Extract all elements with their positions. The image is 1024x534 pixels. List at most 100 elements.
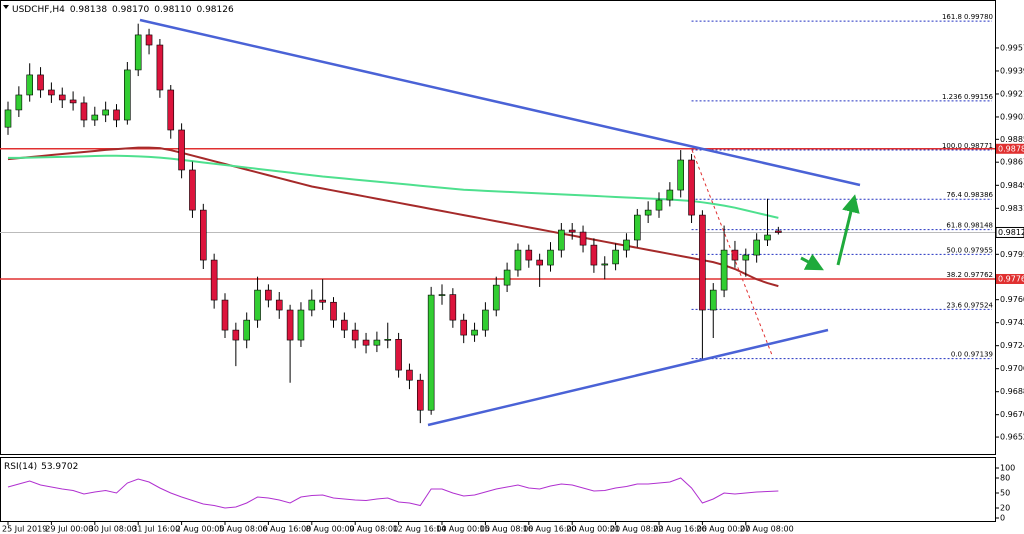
candle-body: [753, 239, 760, 256]
fib-price: 0.97139: [964, 351, 993, 359]
candle-body: [145, 34, 153, 46]
x-tick-label: 29 Jul 00:00: [45, 525, 93, 534]
x-tick-label: 15 Aug 08:00: [479, 525, 533, 534]
candle-body: [471, 329, 478, 336]
candle-body: [427, 294, 435, 411]
candle-body: [775, 230, 782, 233]
trend-line-lower: [427, 328, 829, 427]
x-tick-label: 20 Aug 00:00: [566, 525, 620, 534]
fib-price: 0.98386: [964, 191, 993, 199]
candle-body: [286, 309, 294, 341]
y-tick-label: 0.96880: [1000, 387, 1024, 396]
candle-body: [254, 289, 261, 321]
x-tick-label: 26 Aug 00:00: [696, 525, 750, 534]
fib-ratio: 38.2: [946, 271, 962, 279]
candle-body: [623, 239, 630, 251]
candle-body: [200, 209, 207, 261]
candle-body: [48, 89, 55, 96]
candle-body: [731, 249, 739, 261]
candle-body: [482, 309, 489, 331]
current-price-label: 0.98126: [998, 228, 1024, 237]
y-tick-label: 0.98676: [1000, 158, 1024, 167]
candle-body: [644, 209, 652, 216]
fib-price: 0.97762: [964, 271, 993, 279]
candle-body: [525, 249, 533, 261]
candle-body: [416, 379, 424, 411]
y-tick-label: 0.99570: [1000, 43, 1024, 52]
candle-body: [395, 338, 402, 371]
candle-body: [558, 229, 565, 251]
candle-body: [308, 299, 316, 311]
x-tick-label: 25 Jul 2019: [2, 525, 47, 534]
x-tick-label: 22 Aug 16:00: [653, 525, 707, 534]
x-tick-label: 31 Jul 16:00: [132, 525, 180, 534]
candle-body: [91, 114, 99, 121]
candle-body: [449, 294, 457, 321]
fib-price: 0.97524: [964, 301, 993, 309]
quote-value: 0.98138: [70, 5, 107, 15]
candle-body: [547, 249, 554, 266]
candle-body: [612, 249, 619, 265]
fib-ratio: 161.8: [942, 13, 962, 21]
candle-body: [69, 99, 77, 104]
candle-body: [243, 319, 250, 341]
y-tick-label: 0.97955: [1000, 250, 1024, 259]
candle-body: [102, 109, 109, 116]
moving-average: [8, 154, 779, 219]
candle-body: [677, 159, 685, 191]
candle-body: [80, 102, 88, 121]
candle-body: [232, 329, 240, 341]
x-tick-label: 16 Aug 16:00: [523, 525, 577, 534]
rsi-tick-label: 80: [1000, 474, 1010, 483]
x-tick-label: 12 Aug 16:00: [393, 525, 447, 534]
candle-body: [373, 339, 381, 346]
candle-body: [503, 269, 511, 286]
level-box: [996, 273, 1024, 284]
candle-body: [156, 44, 164, 91]
fib-price: 0.99156: [964, 93, 993, 101]
arrow-up: [836, 194, 860, 266]
candle-body: [221, 299, 229, 331]
candle-body: [699, 214, 706, 311]
candle-body: [633, 214, 641, 241]
y-tick-label: 0.97060: [1000, 364, 1024, 373]
fib-price: 0.97955: [964, 246, 993, 254]
fib-price: 0.98771: [964, 142, 993, 150]
candle-body: [58, 94, 66, 101]
fib-ratio: 1.236: [942, 93, 963, 101]
candle-body: [210, 259, 218, 301]
candle-body: [709, 289, 717, 311]
candle-body: [384, 338, 392, 341]
x-tick-label: 6 Aug 16:00: [262, 525, 311, 534]
candle-body: [113, 109, 120, 121]
candle-body: [764, 234, 771, 241]
candle-body: [568, 229, 576, 233]
y-tick-label: 0.96525: [1000, 433, 1024, 442]
fib-ratio: 0.0: [951, 351, 962, 359]
quote-value: 0.98170: [112, 5, 149, 15]
x-tick-label: 27 Aug 08:00: [740, 525, 794, 534]
candle-body: [406, 369, 413, 381]
x-tick-label: 30 Jul 08:00: [89, 525, 137, 534]
x-tick-label: 2 Aug 00:00: [176, 525, 225, 534]
candle-body: [742, 254, 750, 261]
rsi-tick-label: 20: [1000, 504, 1010, 513]
y-tick-label: 0.98855: [1000, 135, 1024, 144]
candle-body: [720, 249, 728, 291]
candle-body: [688, 159, 695, 216]
candle-body: [124, 69, 131, 121]
x-tick-label: 9 Aug 08:00: [349, 525, 398, 534]
moving-average: [7, 146, 779, 288]
y-tick-label: 0.97240: [1000, 341, 1024, 350]
y-tick-label: 0.99390: [1000, 66, 1024, 75]
candle-body: [438, 294, 446, 296]
candle-body: [601, 263, 609, 266]
candle-body: [655, 199, 663, 211]
fib-ratio: 50.0: [946, 246, 962, 254]
quote-value: 0.98110: [154, 5, 191, 15]
candle-body: [26, 74, 34, 96]
current-price-box: [995, 226, 1024, 238]
candle-body: [579, 231, 587, 246]
x-tick-label: 8 Aug 00:00: [306, 525, 355, 534]
